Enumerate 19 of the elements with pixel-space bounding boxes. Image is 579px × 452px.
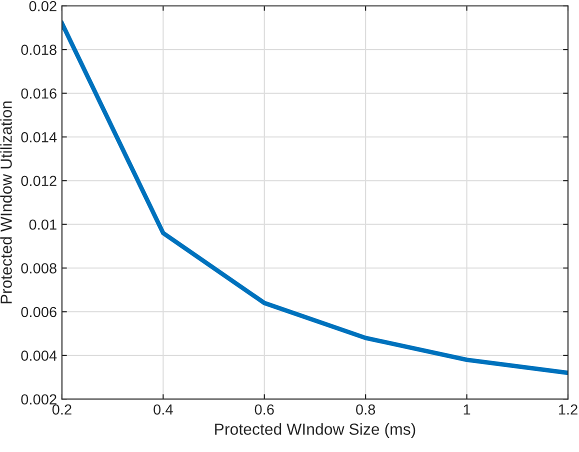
x-tick-label: 0.6 <box>254 404 274 415</box>
x-tick-label: 0.2 <box>52 404 72 415</box>
y-tick-label: 0.02 <box>29 0 56 12</box>
x-tick-label: 0.8 <box>356 404 376 415</box>
x-tick-label: 1 <box>464 404 470 415</box>
line-series <box>62 21 568 376</box>
y-tick-label: 0.004 <box>21 350 57 361</box>
y-axis-title: Protected WIndow Utilization <box>0 101 12 304</box>
y-tick-label: 0.002 <box>21 394 56 405</box>
x-axis-title: Protected WIndow Size (ms) <box>215 423 416 438</box>
y-tick-label: 0.008 <box>21 263 56 274</box>
y-tick-label: 0.014 <box>21 132 57 142</box>
x-tick-label: 1.2 <box>558 404 578 415</box>
y-tick-label: 0.012 <box>21 176 56 186</box>
y-tick-label: 0.016 <box>21 88 56 99</box>
y-tick-label: 0.01 <box>29 219 56 230</box>
x-tick-label: 0.4 <box>154 404 173 415</box>
y-tick-label: 0.018 <box>21 44 56 55</box>
y-tick-label: 0.006 <box>21 306 56 318</box>
